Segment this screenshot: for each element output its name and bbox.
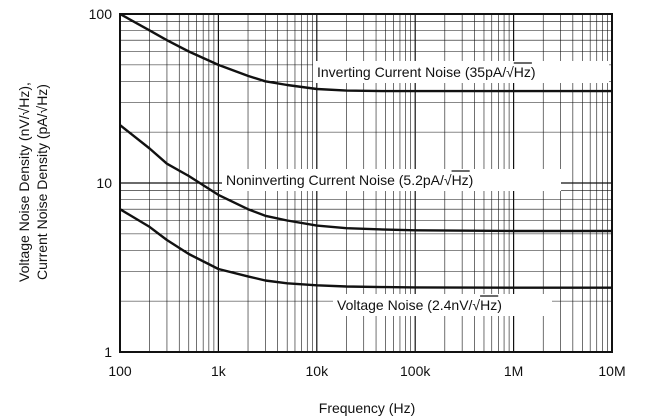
series-label-backdrop — [313, 61, 609, 83]
series-label-2: Noninverting Current Noise (5.2pA/√Hz) — [226, 172, 473, 188]
series-line-1 — [119, 12, 612, 93]
y-tick-label: 10 — [96, 175, 112, 191]
x-tick-label: 1k — [211, 363, 227, 379]
x-tick-label: 10M — [598, 363, 625, 379]
series-label-backdrop — [333, 294, 552, 316]
series-labels: Inverting Current Noise (35pA/√Hz) Noninv… — [222, 61, 609, 316]
x-tick-labels: 100 1k 10k 100k 1M 10M — [108, 363, 625, 379]
x-tick-label: 1M — [504, 363, 523, 379]
series-label-1: Inverting Current Noise (35pA/√Hz) — [317, 64, 536, 80]
series-label-3: Voltage Noise (2.4nV/√Hz) — [337, 297, 502, 313]
x-tick-label: 100k — [400, 363, 431, 379]
series-line-3 — [119, 208, 612, 289]
series-label-backdrop — [222, 169, 561, 191]
x-tick-label: 10k — [306, 363, 330, 379]
series-line-2 — [119, 124, 612, 233]
x-axis-title: Frequency (Hz) — [319, 400, 415, 416]
y-tick-label: 100 — [89, 6, 113, 22]
y-axis-title-line1: Voltage Noise Density (nV/√Hz), — [16, 82, 32, 282]
y-tick-label: 1 — [104, 344, 112, 360]
plot-frame — [119, 13, 613, 353]
series-group — [119, 12, 612, 289]
x-tick-label: 100 — [108, 363, 132, 379]
y-axis-title-line2: Current Noise Density (pA/√Hz) — [34, 84, 50, 280]
y-tick-labels: 1 10 100 — [89, 6, 113, 360]
